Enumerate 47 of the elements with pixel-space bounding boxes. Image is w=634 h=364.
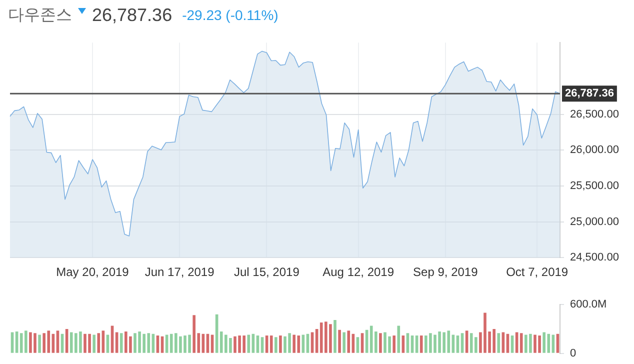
- bar: [97, 333, 100, 353]
- bar: [274, 337, 278, 353]
- bar: [38, 334, 41, 353]
- bar: [210, 334, 214, 353]
- bar: [347, 330, 350, 353]
- bar: [247, 334, 250, 353]
- bar: [420, 336, 423, 353]
- y-tick-label: 26,000.00: [570, 144, 619, 156]
- y-tick-label: 24,500.00: [570, 252, 619, 264]
- x-tick-label: Oct 7, 2019: [506, 265, 568, 280]
- bar: [552, 334, 555, 353]
- x-tick-label: Jul 15, 2019: [234, 265, 300, 280]
- x-tick-label: May 20, 2019: [56, 265, 130, 280]
- bar: [497, 333, 500, 353]
- chart-title: 다우존스: [8, 6, 72, 26]
- x-tick-label: Sep 9, 2019: [413, 265, 478, 280]
- bar: [334, 320, 336, 353]
- bar: [465, 330, 468, 353]
- y-tick-label: 25,000.00: [570, 216, 619, 228]
- bar: [279, 336, 282, 353]
- ref-line-label: 26,787.36: [565, 88, 614, 100]
- bar: [110, 326, 114, 353]
- bar: [102, 330, 105, 353]
- bar: [342, 332, 346, 353]
- bar: [338, 330, 341, 353]
- y-tick-label: 600.0M: [570, 298, 607, 311]
- bar: [120, 333, 123, 353]
- x-tick-label: Jun 17, 2019: [144, 265, 215, 280]
- x-tick-label: Aug 12, 2019: [322, 265, 394, 280]
- bar: [56, 330, 60, 353]
- bar: [165, 334, 168, 353]
- bar: [302, 334, 305, 353]
- bar: [92, 334, 96, 353]
- bar: [260, 337, 264, 353]
- bar: [452, 334, 455, 353]
- y-tick-label: 25,500.00: [570, 180, 619, 192]
- bar: [520, 333, 523, 353]
- bar: [106, 334, 110, 353]
- bar: [270, 336, 273, 353]
- bar: [397, 326, 400, 353]
- text: -29.23 (-0.11%): [182, 7, 278, 23]
- bar: [379, 333, 382, 353]
- chart-subtitle: 26,787.36: [92, 4, 172, 26]
- bar: [356, 337, 360, 353]
- bar: [392, 336, 396, 353]
- y-tick-label: 0: [570, 347, 576, 360]
- y-tick-label: 26,500.00: [570, 108, 619, 120]
